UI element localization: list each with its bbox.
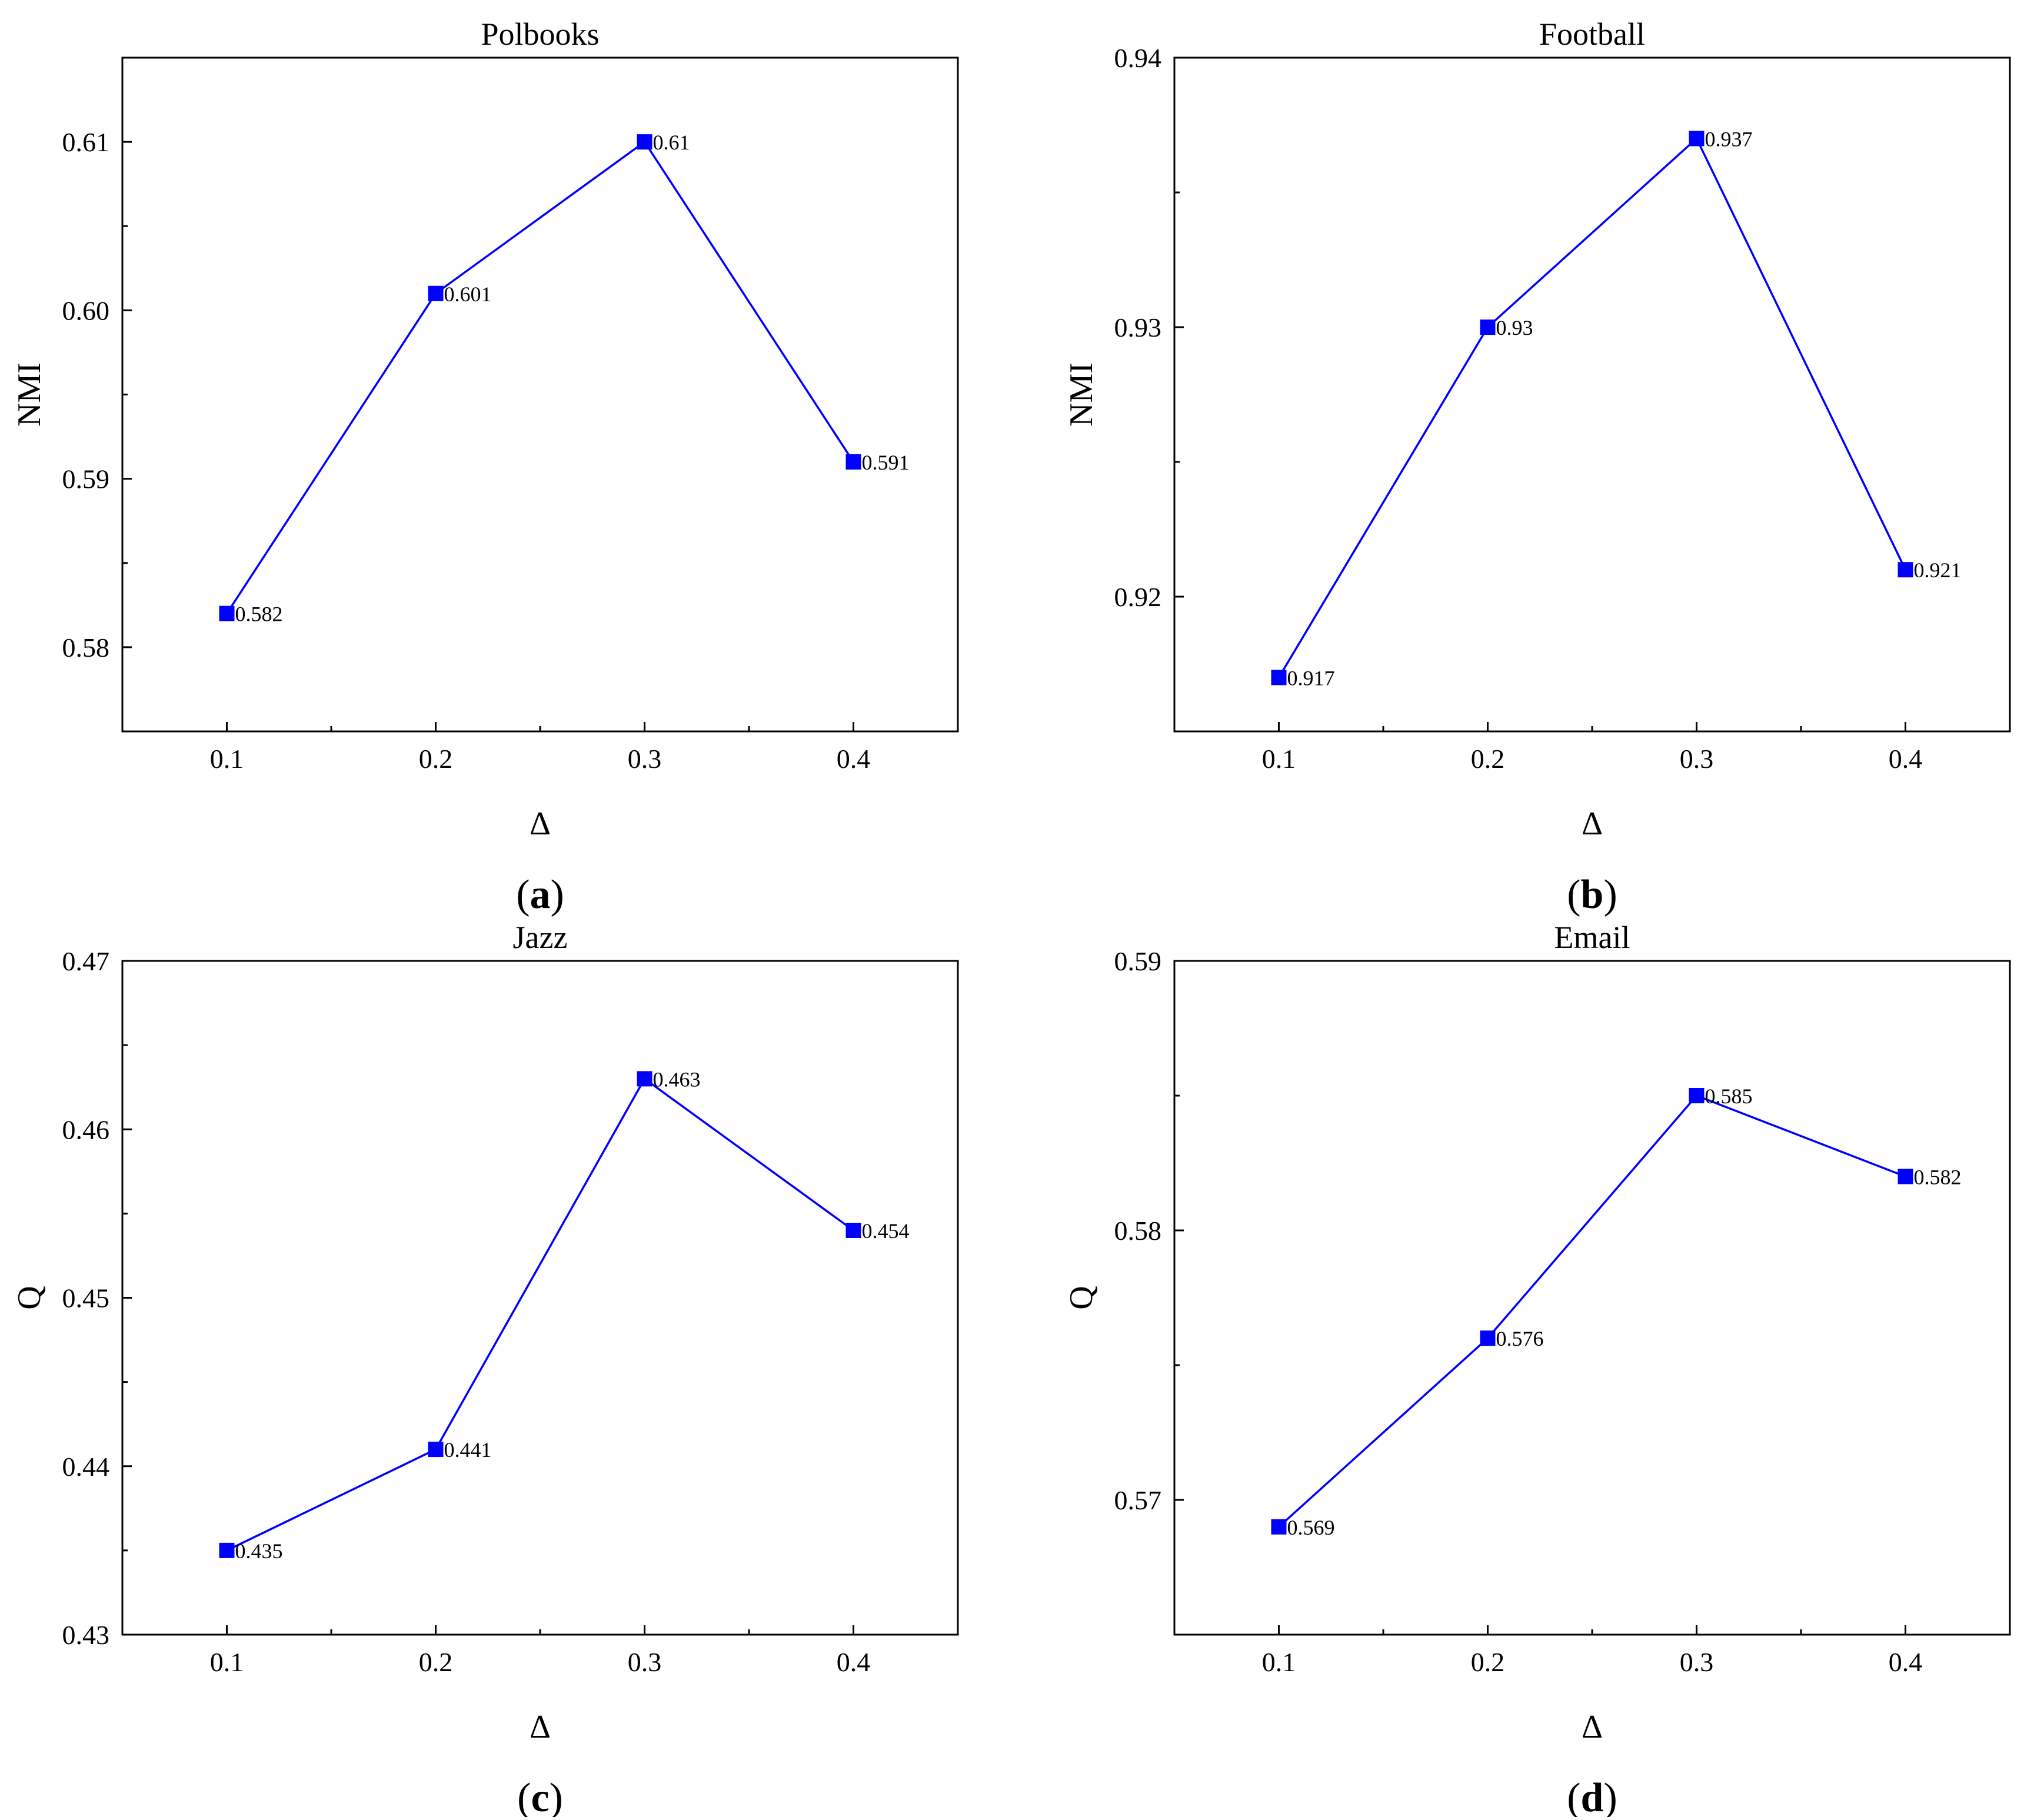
chart-panel-4: Email 0.1 0.2 0.3 0.4 0.57 0.58 0.59 Δ Q 0.569 0.57…: [1063, 920, 2011, 1820]
y-tick-label: 0.43: [62, 1620, 110, 1650]
y-tick-label: 0.58: [1114, 1216, 1162, 1246]
data-label: 0.93: [1496, 316, 1533, 340]
x-tick-label: 0.2: [419, 744, 453, 774]
y-tick-label: 0.46: [62, 1114, 110, 1144]
chart-panel-1: Polbooks 0.1 0.2 0.3 0.4 0.58 0.59 0.60 0.61 Δ NMI…: [11, 16, 959, 917]
y-tick-label: 0.59: [62, 464, 110, 494]
chart-title: Email: [1554, 920, 1630, 955]
data-point-marker: [637, 1071, 653, 1087]
chart-title: Football: [1539, 16, 1645, 52]
plot-frame: [1173, 56, 2011, 733]
data-point-marker: [1271, 1519, 1287, 1535]
data-label: 0.582: [235, 603, 283, 626]
x-tick-label: 0.3: [1680, 1647, 1714, 1677]
y-axis-label: NMI: [1063, 362, 1100, 427]
y-axis-label: NMI: [11, 362, 48, 427]
data-point-marker: [1480, 320, 1496, 335]
x-tick-label: 0.3: [628, 744, 662, 774]
x-tick-label: 0.3: [628, 1647, 662, 1677]
y-tick-label: 0.59: [1114, 946, 1162, 976]
panel-label: (b): [1567, 872, 1617, 917]
series-line: [1278, 1094, 1906, 1528]
data-label: 0.435: [235, 1539, 283, 1563]
y-tick-label: 0.45: [62, 1283, 110, 1313]
y-axis-label: Q: [11, 1286, 48, 1309]
y-tick-label: 0.93: [1114, 312, 1162, 342]
chart-panel-3: Jazz 0.1 0.2 0.3 0.4 0.43 0.44 0.45 0.46 0.47 Δ Q 0.…: [11, 920, 959, 1820]
x-tick-label: 0.4: [837, 744, 871, 774]
data-point-marker: [1897, 562, 1913, 578]
data-label: 0.921: [1914, 558, 1962, 582]
data-point-marker: [637, 134, 653, 150]
x-axis-label: Δ: [1582, 806, 1603, 842]
series-line: [226, 1077, 854, 1552]
data-label: 0.601: [444, 282, 492, 306]
data-label: 0.576: [1496, 1327, 1544, 1350]
x-tick-label: 0.1: [1262, 744, 1296, 774]
x-tick-label: 0.4: [1889, 1647, 1923, 1677]
data-point-marker: [845, 1223, 861, 1238]
data-point-marker: [1271, 670, 1287, 686]
y-tick-label: 0.58: [62, 633, 110, 663]
x-tick-label: 0.2: [419, 1647, 453, 1677]
x-tick-label: 0.4: [837, 1647, 871, 1677]
x-tick-label: 0.1: [210, 1647, 244, 1677]
data-point-marker: [1689, 1088, 1705, 1103]
x-tick-label: 0.3: [1680, 744, 1714, 774]
x-tick-label: 0.2: [1471, 1647, 1505, 1677]
y-tick-label: 0.94: [1114, 43, 1162, 73]
x-axis-label: Δ: [1582, 1709, 1603, 1745]
y-tick-label: 0.47: [62, 946, 110, 976]
data-label: 0.585: [1705, 1084, 1753, 1108]
data-point-marker: [1897, 1169, 1913, 1185]
data-label: 0.454: [862, 1219, 910, 1243]
x-tick-label: 0.1: [1262, 1647, 1296, 1677]
data-label: 0.937: [1705, 127, 1753, 151]
y-tick-label: 0.92: [1114, 582, 1162, 612]
data-point-marker: [845, 454, 861, 470]
plot-frame: [121, 960, 959, 1636]
x-axis-label: Δ: [530, 806, 551, 842]
data-label: 0.569: [1287, 1516, 1335, 1539]
y-tick-label: 0.44: [62, 1452, 110, 1482]
data-label: 0.917: [1287, 666, 1335, 690]
x-tick-label: 0.4: [1889, 744, 1923, 774]
data-point-marker: [219, 1542, 235, 1558]
x-tick-label: 0.1: [210, 744, 244, 774]
series-line: [226, 140, 854, 614]
data-point-marker: [219, 605, 235, 621]
data-label: 0.582: [1914, 1165, 1962, 1189]
chart-panel-2: Football 0.1 0.2 0.3 0.4 0.92 0.93 0.94 Δ NMI 0.91…: [1063, 16, 2011, 917]
chart-title: Jazz: [513, 920, 568, 955]
data-label: 0.441: [444, 1438, 492, 1462]
data-label: 0.463: [653, 1067, 701, 1091]
chart-title: Polbooks: [481, 16, 599, 52]
panel-label: (d): [1567, 1775, 1617, 1817]
y-tick-label: 0.60: [62, 295, 110, 325]
panel-label: (a): [516, 872, 564, 917]
y-tick-label: 0.57: [1114, 1485, 1162, 1515]
data-point-marker: [428, 1442, 444, 1458]
x-tick-label: 0.2: [1471, 744, 1505, 774]
data-point-marker: [1689, 131, 1705, 147]
data-point-marker: [1480, 1330, 1496, 1346]
data-label: 0.591: [862, 451, 910, 474]
x-axis-label: Δ: [530, 1709, 551, 1745]
y-tick-label: 0.61: [62, 127, 110, 157]
y-axis-label: Q: [1063, 1286, 1100, 1309]
data-point-marker: [428, 285, 444, 301]
plot-frame: [121, 56, 959, 733]
series-line: [1277, 137, 1907, 678]
panel-label: (c): [517, 1775, 563, 1817]
data-label: 0.61: [653, 131, 690, 154]
